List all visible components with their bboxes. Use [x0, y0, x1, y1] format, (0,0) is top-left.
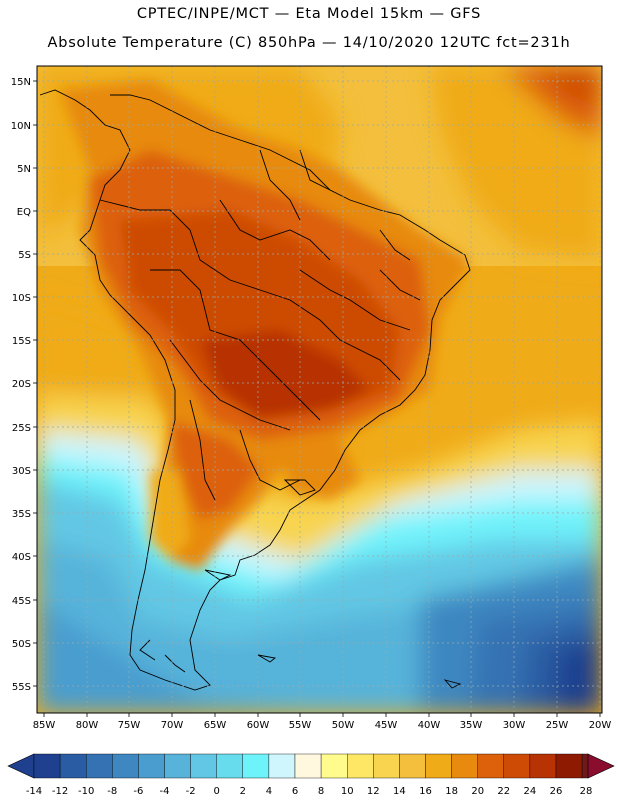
colorbar-label: 18: [445, 786, 458, 797]
lon-label-60w: 60W: [247, 720, 270, 731]
colorbar-label: 28: [580, 786, 593, 797]
colorbar-segment: [164, 753, 191, 779]
map-frame: [36, 65, 603, 714]
colorbar-label: 22: [497, 786, 510, 797]
colorbar-segment: [451, 753, 478, 779]
colorbar-segment: [85, 753, 113, 779]
lon-label-80w: 80W: [76, 720, 99, 731]
lon-label-65w: 65W: [204, 720, 227, 731]
lat-label-5n: 5N: [17, 164, 31, 175]
colorbar: -14 -12 -10 -8 -6 -4 -2 0 2 4 6 8 10 12 …: [7, 753, 615, 797]
colorbar-segment: [216, 753, 243, 779]
colorbar-label: 8: [318, 786, 324, 797]
colorbar-segment: [268, 753, 296, 779]
lat-label-20s: 20S: [12, 379, 31, 390]
lat-ticks: [33, 80, 37, 687]
lat-label-15n: 15N: [11, 77, 31, 88]
lat-label-10s: 10S: [12, 293, 31, 304]
lat-label-25s: 25S: [12, 423, 31, 434]
lat-label-50s: 50S: [12, 639, 31, 650]
colorbar-segment: [59, 753, 87, 779]
colorbar-segment: [399, 753, 426, 779]
lat-label-10n: 10N: [11, 121, 31, 132]
colorbar-over-triangle: [587, 753, 615, 779]
colorbar-label: -8: [107, 786, 117, 797]
colorbar-label: 6: [292, 786, 298, 797]
colorbar-label: -10: [78, 786, 94, 797]
title-line-2: Absolute Temperature (C) 850hPa — 14/10/…: [47, 35, 571, 51]
lon-label-55w: 55W: [289, 720, 312, 731]
lon-label-25w: 25W: [546, 720, 569, 731]
lon-label-20w: 20W: [589, 720, 612, 731]
colorbar-segment: [581, 753, 589, 779]
colorbar-label: 4: [266, 786, 272, 797]
colorbar-segment: [138, 753, 165, 779]
colorbar-label: 20: [471, 786, 484, 797]
colorbar-label: -4: [160, 786, 170, 797]
colorbar-label: 16: [419, 786, 432, 797]
colorbar-label: -14: [26, 786, 42, 797]
colorbar-label: 26: [550, 786, 563, 797]
lon-label-30w: 30W: [503, 720, 526, 731]
lat-label-55s: 55S: [12, 682, 31, 693]
colorbar-segment: [190, 753, 217, 779]
colorbar-label: -6: [133, 786, 143, 797]
lon-label-35w: 35W: [460, 720, 483, 731]
colorbar-label: 12: [367, 786, 380, 797]
lat-label-45s: 45S: [12, 596, 31, 607]
colorbar-label: 14: [393, 786, 406, 797]
lat-label-5s: 5S: [18, 250, 31, 261]
colorbar-label: 2: [240, 786, 246, 797]
lat-label-30s: 30S: [12, 466, 31, 477]
title-line-1: CPTEC/INPE/MCT — Eta Model 15km — GFS: [136, 6, 482, 22]
colorbar-label: -2: [186, 786, 196, 797]
lat-labels: 15N 10N 5N EQ 5S 10S 15S 20S 25S 30S 35S…: [11, 77, 31, 693]
colorbar-label: 10: [341, 786, 354, 797]
colorbar-label: -12: [52, 786, 68, 797]
colorbar-segment: [425, 753, 452, 779]
colorbar-segment: [477, 753, 505, 779]
lon-label-40w: 40W: [418, 720, 441, 731]
lat-label-40s: 40S: [12, 552, 31, 563]
lon-label-85w: 85W: [33, 720, 56, 731]
colorbar-segment: [503, 753, 531, 779]
lon-ticks: [43, 713, 601, 717]
colorbar-segment: [242, 753, 270, 779]
coastline-borders: [39, 89, 471, 691]
lon-label-50w: 50W: [332, 720, 355, 731]
colorbar-segment: [294, 753, 322, 779]
colorbar-segment: [529, 753, 557, 779]
lat-label-eq: EQ: [17, 207, 31, 218]
temperature-field: [37, 66, 602, 713]
lon-label-75w: 75W: [118, 720, 141, 731]
graticule: [37, 66, 602, 713]
lat-label-15s: 15S: [12, 336, 31, 347]
colorbar-segment: [320, 753, 348, 779]
colorbar-segment: [373, 753, 400, 779]
colorbar-segment: [555, 753, 583, 779]
colorbar-segment: [112, 753, 139, 779]
lon-label-45w: 45W: [375, 720, 398, 731]
lon-label-70w: 70W: [161, 720, 184, 731]
colorbar-segment: [33, 753, 61, 779]
colorbar-label: 0: [214, 786, 220, 797]
colorbar-segment: [347, 753, 374, 779]
colorbar-under-triangle: [7, 753, 35, 779]
colorbar-label: 24: [524, 786, 537, 797]
lon-labels: 85W 80W 75W 70W 65W 60W 55W 50W 45W 40W …: [33, 720, 612, 731]
lat-label-35s: 35S: [12, 509, 31, 520]
